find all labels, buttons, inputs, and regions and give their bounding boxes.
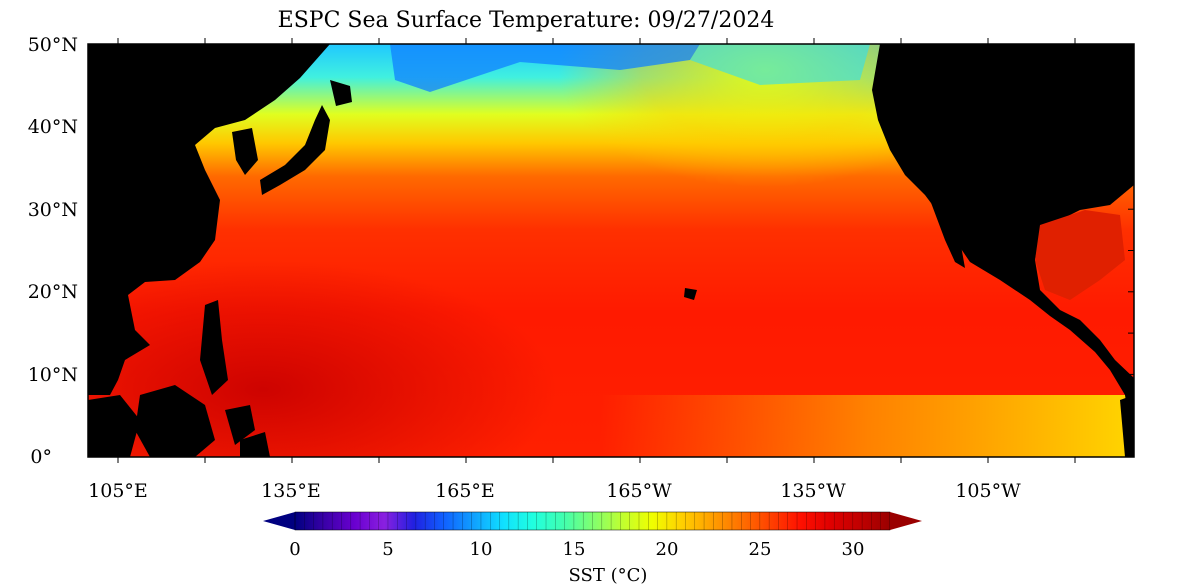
- colorbar-segments: [304, 512, 881, 530]
- x-tick-label: 135°W: [780, 480, 846, 502]
- gulf-of-mexico: [1035, 210, 1125, 300]
- colorbar-min-arrow: [263, 512, 295, 530]
- equatorial-cold-tongue: [600, 395, 1134, 457]
- chart-title: ESPC Sea Surface Temperature: 09/27/2024: [278, 8, 775, 33]
- new-guinea-edge: [240, 432, 270, 457]
- y-tick-label: 20°N: [28, 281, 78, 303]
- y-tick-label: 30°N: [28, 199, 78, 221]
- x-tick-label: 165°E: [435, 480, 495, 502]
- colorbar-tick-label: 10: [470, 539, 493, 560]
- map-area: [88, 44, 1134, 457]
- colorbar-tick-label: 5: [382, 539, 393, 560]
- korean-peninsula: [232, 128, 258, 175]
- colorbar: [263, 511, 922, 531]
- x-tick-label: 105°W: [955, 480, 1021, 502]
- y-tick-label: 0°: [30, 446, 52, 468]
- asia-landmass: [88, 44, 330, 395]
- y-tick-label: 50°N: [28, 34, 78, 56]
- sulawesi: [225, 405, 255, 445]
- colorbar-tick-label: 25: [749, 539, 772, 560]
- hawaii-islands: [684, 288, 697, 300]
- japan-hokkaido: [330, 80, 352, 106]
- colorbar-tick-label: 15: [563, 539, 586, 560]
- south-america-edge: [1120, 395, 1134, 457]
- x-axis-ticks: [117, 38, 1076, 463]
- y-tick-label: 10°N: [28, 364, 78, 386]
- colorbar-max-arrow: [890, 512, 922, 530]
- y-tick-label: 40°N: [28, 116, 78, 138]
- colorbar-title: SST (°C): [569, 565, 648, 586]
- north-america-landmass: [872, 44, 1134, 457]
- borneo: [135, 385, 215, 457]
- northwest-cold-patch: [390, 44, 700, 92]
- baja-california: [930, 196, 965, 268]
- x-tick-label: 135°E: [261, 480, 321, 502]
- eastern-cool-tongue: [480, 44, 940, 304]
- sumatra: [88, 395, 140, 457]
- y-axis-ticks: [88, 43, 1134, 458]
- x-tick-label: 105°E: [88, 480, 148, 502]
- northeast-cool-patch: [690, 44, 870, 85]
- x-tick-label: 165°W: [606, 480, 672, 502]
- colorbar-tick-label: 20: [656, 539, 679, 560]
- colorbar-tick-label: 0: [289, 539, 300, 560]
- japan-honshu: [260, 105, 330, 195]
- philippines: [200, 300, 228, 395]
- colorbar-tick-label: 30: [842, 539, 865, 560]
